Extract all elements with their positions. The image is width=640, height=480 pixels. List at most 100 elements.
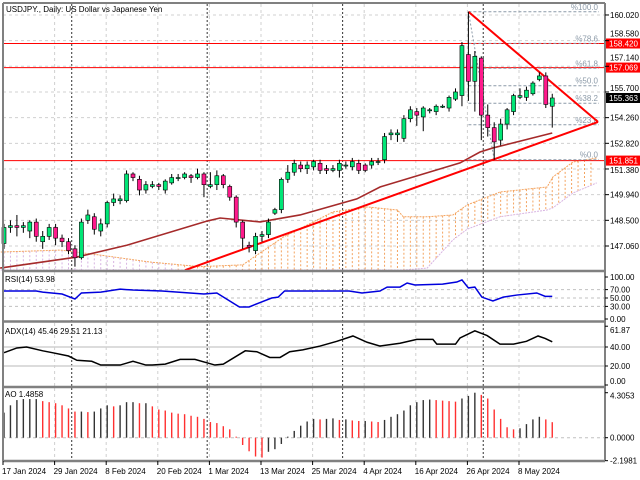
candle (369, 157, 374, 169)
candle (150, 181, 155, 189)
candle-body (369, 161, 374, 166)
candle-body (478, 57, 484, 116)
candle (504, 108, 510, 130)
candle (221, 173, 226, 189)
candle-body (291, 162, 297, 173)
candle (420, 106, 426, 132)
candle (401, 115, 407, 142)
axes: 17 Jan 2024 29 Jan 2024 8 Feb 2024 20 Feb 2… (2, 11, 639, 476)
candle (279, 177, 284, 214)
candle-body (356, 162, 362, 171)
price-axis-label: 149.940 (610, 191, 639, 200)
candle-body (66, 241, 71, 251)
trendline[interactable] (467, 11, 599, 123)
level-price-tag: 157.069 (606, 62, 640, 73)
candle-body (485, 114, 491, 128)
price-axis-label: 160.020 (610, 11, 639, 20)
candle-body (446, 97, 452, 109)
candle (14, 214, 20, 237)
candle-body (233, 196, 239, 223)
candle-body (130, 173, 136, 178)
candle-body (124, 173, 129, 202)
candle-body (46, 227, 52, 237)
candle (453, 88, 458, 101)
candle (511, 93, 516, 116)
candle-body (524, 89, 529, 98)
date-label: 20 Feb 2024 (157, 467, 202, 476)
candle-body (472, 56, 478, 82)
candle-body (33, 221, 39, 237)
ao-axis-label: -2.1981 (610, 457, 638, 466)
candle (459, 42, 465, 107)
candle (272, 207, 278, 215)
candle (66, 238, 71, 255)
candle (137, 175, 142, 196)
candle-body (40, 236, 46, 243)
rsi-axis-label: 50.00 (610, 294, 631, 303)
date-label: 1 Mar 2024 (208, 467, 249, 476)
last-price-tag: 155.363 (606, 92, 640, 103)
candle (433, 104, 439, 116)
candle (349, 157, 355, 171)
candle (240, 220, 245, 249)
fib-level-label: %100.0 (571, 3, 599, 12)
price-axis-label: 155.700 (610, 84, 639, 93)
candle-body (266, 221, 271, 235)
last-price-background (606, 92, 640, 103)
candle-body (279, 179, 284, 210)
price-axis-label: 154.260 (610, 114, 639, 123)
candle-body (221, 175, 226, 185)
price-axis-label: 152.820 (610, 139, 639, 148)
candle-body (27, 221, 33, 232)
candle-body (324, 168, 329, 171)
candle-body (530, 82, 536, 95)
candle (408, 106, 413, 123)
candle (472, 50, 478, 112)
candle (291, 159, 297, 176)
date-label: 16 Apr 2024 (415, 467, 459, 476)
rsi-axis-label: 30.00 (610, 302, 631, 311)
candle-body (272, 209, 278, 214)
candle-body (79, 221, 84, 259)
level-tag-text: 151.851 (609, 157, 638, 166)
date-label: 4 Apr 2024 (363, 467, 402, 476)
candle (427, 108, 433, 114)
ao-label: AO 1.4858 (5, 390, 44, 399)
candle-body (330, 168, 336, 171)
adx-axis-label: 40.00 (610, 343, 631, 352)
fib-level-label: %0.0 (580, 151, 599, 160)
candle (117, 195, 123, 205)
level-price-tag: 151.851 (606, 155, 640, 166)
candle (524, 86, 529, 101)
candle-body (498, 123, 503, 141)
candle-body (453, 91, 458, 100)
rsi-axis-label: 70.00 (610, 286, 631, 295)
moving-average (0, 132, 553, 269)
candle (356, 159, 362, 174)
grid (2, 4, 605, 461)
adx-label: ADX(14) 45.46 29.51 21.13 (5, 327, 103, 336)
candle-body (201, 173, 207, 185)
candle-body (317, 162, 323, 171)
candle-body (111, 198, 116, 203)
candle (156, 182, 162, 191)
candle-body (150, 184, 155, 187)
adx-axis-label: 20.00 (610, 362, 631, 371)
price-axis-label: 151.380 (610, 166, 639, 175)
candle-body (162, 180, 168, 191)
candle (162, 179, 168, 194)
candle-body (337, 162, 342, 171)
candle (446, 95, 452, 112)
candle-body (104, 202, 110, 225)
candle-body (466, 54, 471, 82)
candle (8, 220, 13, 233)
candle-body (195, 173, 200, 178)
candle (478, 56, 484, 141)
candle-body (362, 164, 368, 171)
candle (79, 218, 84, 260)
candle-body (343, 164, 349, 167)
ao-axis-label: 4.3053 (610, 392, 635, 401)
fib-anchor-line[interactable] (467, 11, 495, 160)
candle (485, 104, 491, 137)
